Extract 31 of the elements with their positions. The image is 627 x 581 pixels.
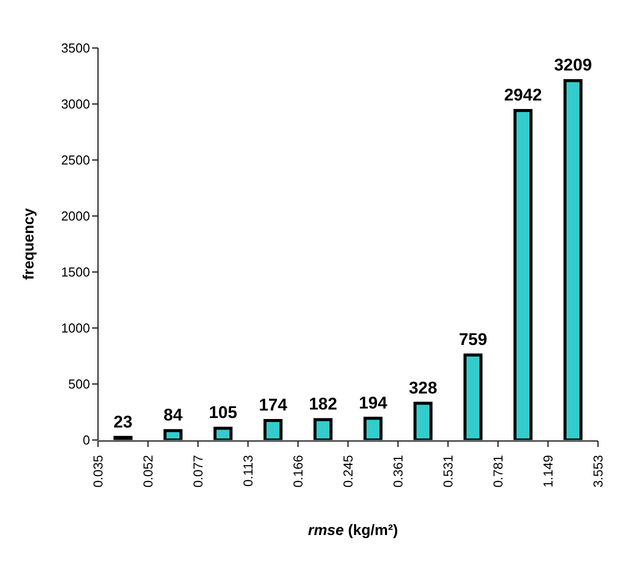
data-label: 2942: [504, 85, 542, 104]
y-tick-label: 500: [68, 376, 90, 392]
y-tick-label: 3500: [61, 40, 90, 56]
y-tick-label: 3000: [61, 96, 90, 112]
y-tick-label: 0: [82, 432, 90, 448]
y-tick-label: 2000: [61, 208, 90, 224]
text: 0.245: [340, 455, 356, 488]
data-label: 23: [114, 412, 132, 432]
data-label: 3209: [554, 56, 592, 75]
text: 1.149: [540, 455, 556, 488]
data-label: 759: [458, 330, 488, 349]
text: 0.052: [140, 455, 156, 488]
text: 0.781: [490, 455, 506, 488]
text: 3.553: [590, 455, 606, 488]
data-label: 182: [308, 394, 338, 414]
text: 0.361: [390, 455, 406, 488]
text: 0.077: [190, 455, 206, 488]
data-label: 174: [258, 396, 288, 415]
text: 0.113: [240, 455, 256, 487]
y-tick-label: 2500: [61, 152, 90, 168]
text: 0.166: [290, 455, 306, 488]
y-tick-label: 1000: [61, 320, 90, 336]
data-label: 84: [164, 406, 183, 425]
text: 0.035: [90, 455, 106, 488]
y-axis-title: frequency: [20, 208, 38, 280]
y-tick-label: 1500: [61, 264, 90, 280]
data-label: 194: [358, 393, 388, 412]
x-axis-title: rmse (kg/m²): [308, 522, 398, 539]
text: 0.531: [440, 455, 456, 488]
data-label: 105: [208, 403, 238, 422]
data-label: 328: [408, 378, 438, 398]
